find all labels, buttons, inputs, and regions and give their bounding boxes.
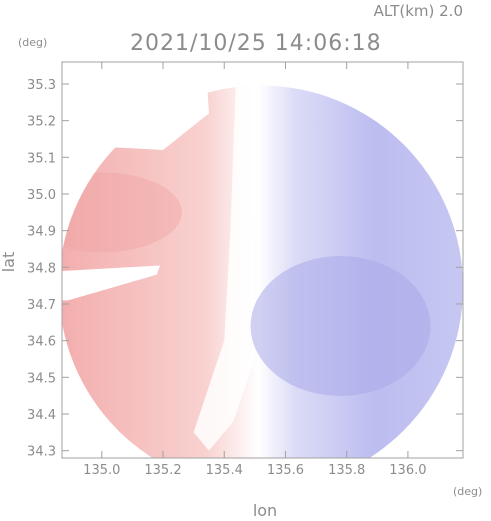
y-tick-label: 34.9 <box>27 225 56 240</box>
plot-area <box>62 62 463 458</box>
y-tick-label: 34.6 <box>27 335 56 350</box>
y-tick-label: 35.3 <box>27 78 56 93</box>
altitude-label: ALT(km) 2.0 <box>374 2 463 20</box>
x-axis-label: lon <box>253 501 277 520</box>
receding-core <box>62 172 182 253</box>
plot-frame <box>61 61 464 459</box>
y-tick-label: 35.2 <box>27 115 56 130</box>
x-unit-label: (deg) <box>453 485 482 498</box>
y-tick-label: 34.5 <box>27 371 56 386</box>
x-tick-label: 136.0 <box>389 463 426 478</box>
axes: 135.0 135.2 135.4 135.6 135.8 136.0 34.3 34.4 34… <box>27 61 464 478</box>
x-tick-label: 135.6 <box>267 463 304 478</box>
y-axis-label: lat <box>0 252 18 273</box>
y-tick-label: 34.8 <box>27 261 56 276</box>
chart-title: 2021/10/25 14:06:18 <box>130 31 382 56</box>
no-data-wedge <box>62 265 160 301</box>
y-tick-label: 34.4 <box>27 408 56 423</box>
x-tick-label: 135.0 <box>83 463 120 478</box>
y-tick-label: 34.3 <box>27 445 56 460</box>
radar-echo-field <box>62 62 463 458</box>
x-tick-label: 135.2 <box>144 463 181 478</box>
y-unit-label: (deg) <box>18 36 47 49</box>
x-tick-label: 135.4 <box>206 463 243 478</box>
x-tick-label: 135.8 <box>328 463 365 478</box>
no-echo-region <box>62 62 209 187</box>
y-tick-label: 34.7 <box>27 298 56 313</box>
approaching-core <box>250 256 431 396</box>
y-tick-label: 35.0 <box>27 188 56 203</box>
zero-velocity-band <box>193 85 261 451</box>
y-tick-label: 35.1 <box>27 151 56 166</box>
